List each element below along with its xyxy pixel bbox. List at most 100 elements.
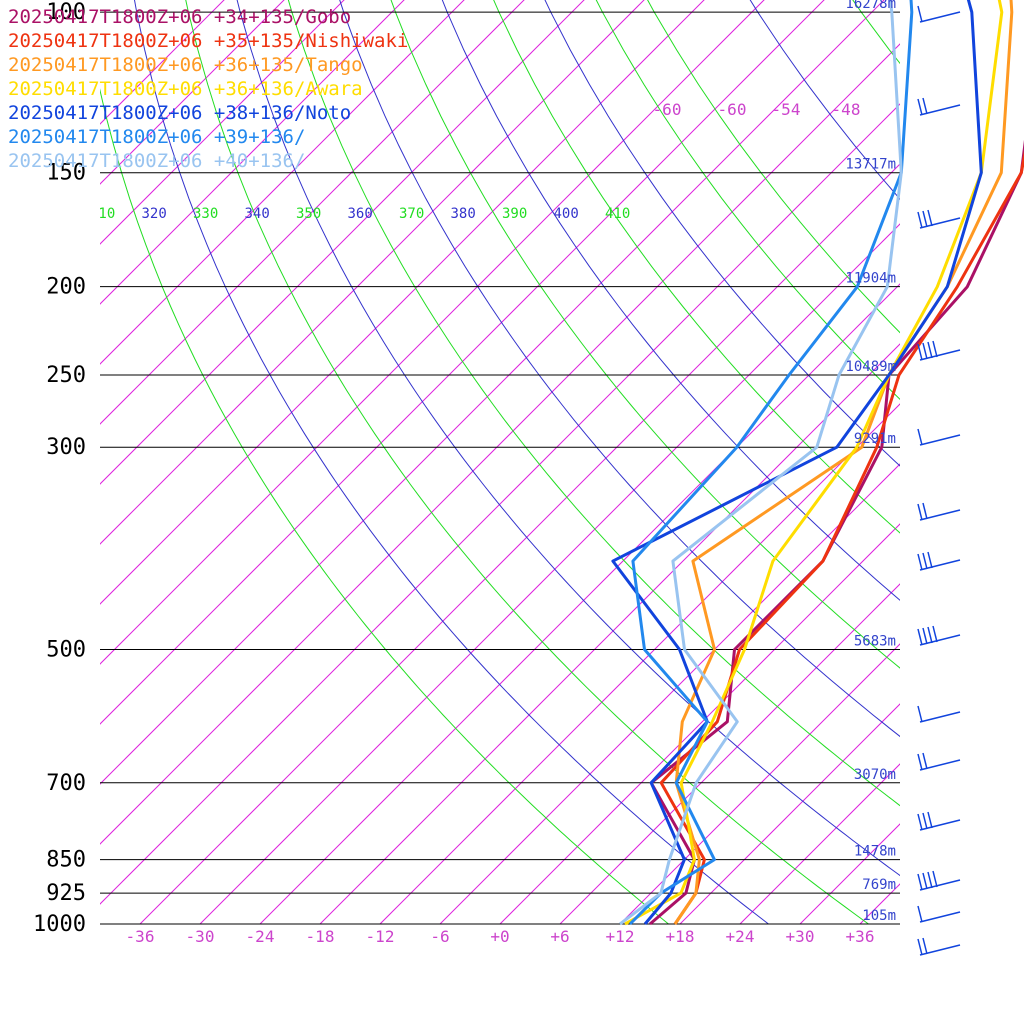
barb-flag [917, 503, 923, 521]
wind-barb-icon [917, 5, 961, 23]
barb-staff [919, 434, 961, 446]
temperature-tick-label: +12 [606, 927, 635, 946]
pressure-label: 1000 [33, 912, 86, 937]
isobar-lines [100, 11, 900, 925]
wind-barb-icon [917, 811, 961, 831]
barb-flag [917, 753, 923, 771]
legend-entry: 20250417T1800Z+06 +39+136/ [8, 126, 305, 148]
temperature-tick-label: -24 [246, 927, 275, 946]
pressure-label: 925 [46, 881, 86, 906]
theta-curve [390, 0, 900, 669]
theta-label: 340 [245, 206, 270, 222]
barb-flag [927, 871, 933, 889]
pressure-label: 250 [46, 363, 86, 388]
barb-flag [922, 552, 928, 570]
height-label: 16278m [845, 0, 896, 12]
barb-staff [919, 911, 961, 923]
wind-barbs [917, 5, 961, 956]
isotherm-top-label: -60 [718, 100, 747, 119]
barb-flag [917, 873, 923, 891]
isotherm-top-label: -48 [832, 100, 861, 119]
temperature-tick-label: -6 [430, 927, 449, 946]
height-label: 1478m [854, 844, 896, 860]
wind-barb-icon [917, 551, 961, 571]
theta-label: 330 [193, 206, 218, 222]
isotherm-line [499, 523, 900, 924]
theta-label: 350 [296, 206, 321, 222]
isotherm-line [799, 823, 900, 924]
pressure-label: 300 [46, 435, 86, 460]
legend-entry: 20250417T1800Z+06 +38+136/Noto [8, 102, 351, 124]
temperature-tick-label: -36 [126, 927, 155, 946]
height-label: 9291m [854, 431, 896, 447]
isotherm-top-label: -60 [653, 100, 682, 119]
barb-flag [917, 628, 923, 646]
legend-entry: 20250417T1800Z+06 +36+135/Tango [8, 54, 363, 76]
isotherm-lines [100, 0, 900, 924]
barb-flag [927, 551, 933, 569]
sounding-profiles [611, 0, 1024, 926]
isotherm-line [259, 283, 900, 924]
theta-curve [441, 0, 900, 601]
barb-flag [917, 98, 923, 116]
legend-entry: 20250417T1800Z+06 +40+136/ [8, 150, 305, 172]
wind-barb-icon [917, 752, 961, 771]
wind-barb-icon [917, 625, 961, 646]
barb-flag [927, 811, 933, 829]
legend: 20250417T1800Z+06 +34+135/Gobo20250417T1… [8, 6, 408, 172]
pressure-label: 700 [46, 771, 86, 796]
isotherm-line [100, 0, 345, 245]
theta-label: 390 [502, 206, 527, 222]
isotherm-top-label: -54 [772, 100, 801, 119]
barb-flag [922, 502, 928, 520]
theta-curve [236, 0, 900, 877]
barb-flag [917, 428, 923, 446]
wind-barb-icon [917, 705, 961, 723]
barb-flag [927, 626, 933, 644]
isotherm-line [679, 703, 900, 924]
isotherm-line [100, 0, 405, 305]
isotherm-line [100, 103, 900, 905]
temperature-tick-label: -30 [186, 927, 215, 946]
series-line [659, 150, 1024, 925]
isotherm-line [100, 0, 885, 785]
height-label: 769m [862, 877, 896, 893]
height-label: 13717m [845, 157, 896, 173]
pressure-label: 100 [46, 0, 86, 25]
temperature-tick-label: +6 [550, 927, 569, 946]
isotherm-line [100, 0, 645, 545]
theta-label: 410 [605, 206, 630, 222]
temperature-tick-label: +18 [666, 927, 695, 946]
wind-barb-icon [917, 340, 961, 361]
height-label: 105m [862, 908, 896, 924]
isotherm-line [559, 583, 900, 924]
height-label: 10489m [845, 359, 896, 375]
height-label: 3070m [854, 767, 896, 783]
theta-label: 310 [90, 206, 115, 222]
theta-label: 370 [399, 206, 424, 222]
wind-barb-icon [917, 97, 961, 116]
barb-flag [922, 342, 928, 360]
temperature-tick-label: +30 [786, 927, 815, 946]
barb-staff [919, 11, 961, 23]
theta-label: 400 [554, 206, 579, 222]
barb-flag [922, 812, 928, 830]
barb-flag [922, 872, 928, 890]
barb-flag [917, 553, 923, 571]
height-label: 11904m [845, 271, 896, 287]
barb-flag [922, 627, 928, 645]
barb-flag [922, 97, 928, 115]
pressure-label: 150 [46, 161, 86, 186]
theta-curve [852, 0, 900, 65]
legend-entry: 20250417T1800Z+06 +36+136/Awara [8, 78, 363, 100]
barb-flag [917, 905, 923, 923]
isotherm-line [199, 223, 900, 924]
theta-label: 320 [142, 206, 167, 222]
barb-flag [922, 210, 928, 228]
barb-flag [932, 870, 938, 888]
barb-flag [932, 340, 938, 358]
barb-flag [922, 937, 928, 955]
series-line [673, 0, 1014, 925]
isotherm-line [100, 0, 765, 665]
